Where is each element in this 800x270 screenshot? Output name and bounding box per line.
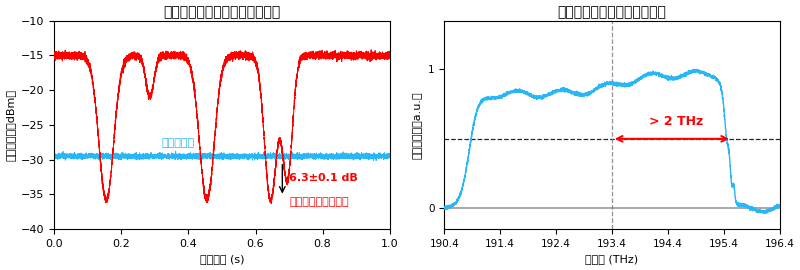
Text: > 2 THz: > 2 THz	[649, 115, 703, 128]
Y-axis label: 規格化強度（a.u.）: 規格化強度（a.u.）	[412, 91, 422, 159]
X-axis label: 掃引時間 (s): 掃引時間 (s)	[200, 254, 244, 264]
Title: スクィーズド光のスペクトル: スクィーズド光のスペクトル	[558, 6, 666, 19]
Text: 6.3±0.1 dB: 6.3±0.1 dB	[289, 173, 358, 183]
X-axis label: 周波数 (THz): 周波数 (THz)	[586, 254, 638, 264]
Text: 真空ノイズ: 真空ノイズ	[162, 138, 194, 148]
Y-axis label: ノイズ強度（dBm）: ノイズ強度（dBm）	[6, 89, 15, 161]
Title: スクィーズドレベルの測定結果: スクィーズドレベルの測定結果	[163, 6, 281, 19]
Text: スクィーズドレベル: スクィーズドレベル	[289, 197, 349, 207]
